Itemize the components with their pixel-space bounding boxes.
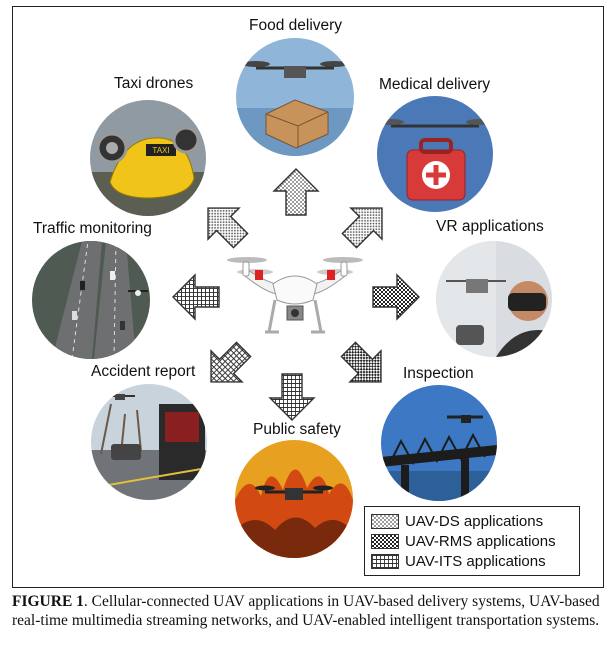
drone-icon: [227, 257, 363, 334]
legend-swatch-rms: [371, 533, 399, 549]
label-medical-delivery: Medical delivery: [379, 76, 491, 93]
figure-caption: FIGURE 1. Cellular-connected UAV applica…: [12, 592, 604, 630]
arrow-safety: [269, 373, 315, 421]
label-taxi-drones: Taxi drones: [114, 75, 194, 92]
arrow-accident: [194, 333, 260, 399]
legend-swatch-ds: [371, 513, 399, 529]
medical-delivery-image: [377, 96, 493, 212]
legend: UAV-DS applications UAV-RMS applications…: [364, 506, 580, 576]
public-safety-image: [235, 440, 353, 558]
label-traffic-monitoring: Traffic monitoring: [33, 220, 152, 237]
legend-label-rms: UAV-RMS applications: [405, 532, 556, 550]
label-inspection: Inspection: [403, 365, 474, 382]
vr-applications-image: [436, 241, 552, 357]
legend-label-ds: UAV-DS applications: [405, 512, 544, 530]
arrow-taxi: [191, 191, 257, 257]
taxi-drones-image: TAXI: [90, 100, 206, 216]
diagram: [172, 168, 420, 421]
inspection-image: [381, 385, 497, 501]
arrow-medical: [333, 191, 399, 257]
legend-item-its: UAV-ITS applications: [371, 551, 573, 571]
food-delivery-image: [236, 38, 354, 156]
figure-frame: [12, 6, 604, 588]
legend-label-its: UAV-ITS applications: [405, 552, 546, 570]
caption-figure-number: FIGURE 1: [12, 593, 84, 610]
legend-item-ds: UAV-DS applications: [371, 511, 573, 531]
arrow-traffic: [172, 274, 220, 320]
arrow-vr: [372, 274, 420, 320]
label-public-safety: Public safety: [253, 421, 341, 438]
label-accident-report: Accident report: [91, 363, 196, 380]
taxi-sign-text: TAXI: [152, 146, 169, 155]
label-food-delivery: Food delivery: [249, 17, 343, 34]
caption-text: . Cellular-connected UAV applications in…: [12, 593, 600, 629]
arrow-inspection: [332, 333, 398, 399]
accident-report-image: [91, 384, 207, 500]
traffic-monitoring-image: [32, 241, 150, 359]
legend-item-rms: UAV-RMS applications: [371, 531, 573, 551]
label-vr-applications: VR applications: [436, 218, 544, 235]
legend-swatch-its: [371, 553, 399, 569]
arrow-food: [273, 168, 319, 216]
